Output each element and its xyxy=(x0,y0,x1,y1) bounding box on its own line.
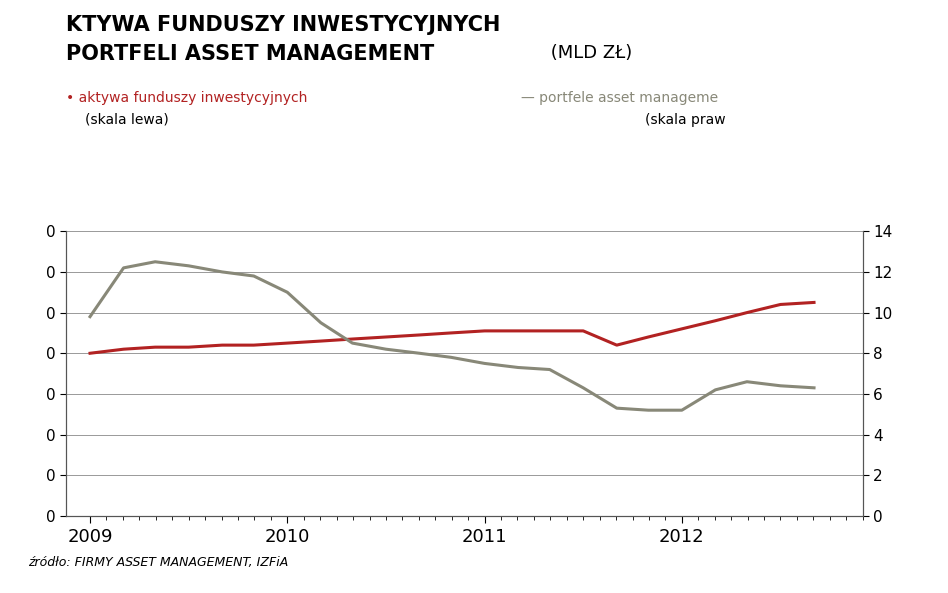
Text: KTYWA FUNDUSZY INWESTYCYJNYCH: KTYWA FUNDUSZY INWESTYCYJNYCH xyxy=(66,15,501,35)
Text: źródło: FIRMY ASSET MANAGEMENT, IZFiA: źródło: FIRMY ASSET MANAGEMENT, IZFiA xyxy=(28,556,289,569)
Text: (skala lewa): (skala lewa) xyxy=(85,113,169,127)
Text: — portfele asset manageme: — portfele asset manageme xyxy=(521,91,719,105)
Text: (MLD ZŁ): (MLD ZŁ) xyxy=(545,44,632,62)
Text: PORTFELI ASSET MANAGEMENT: PORTFELI ASSET MANAGEMENT xyxy=(66,44,434,65)
Text: • aktywa funduszy inwestycyjnych: • aktywa funduszy inwestycyjnych xyxy=(66,91,308,105)
Text: (skala praw: (skala praw xyxy=(645,113,725,127)
